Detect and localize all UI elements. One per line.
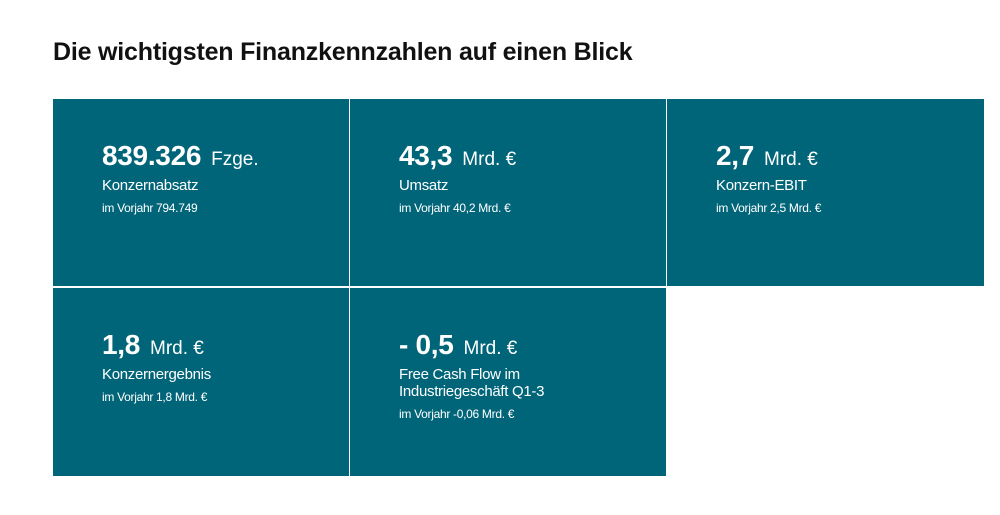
kpi-previous-year: im Vorjahr 794.749 bbox=[102, 201, 198, 215]
kpi-value: 2,7 bbox=[716, 140, 755, 171]
kpi-label: Free Cash Flow im Industriegeschäft Q1-3 bbox=[399, 366, 545, 400]
page-title: Die wichtigsten Finanzkennzahlen auf ein… bbox=[53, 38, 633, 66]
empty-cell bbox=[667, 288, 984, 476]
kpi-label: Konzernabsatz bbox=[102, 177, 199, 194]
kpi-tile-konzernergebnis: 1,8 Mrd. € Konzernergebnis im Vorjahr 1,… bbox=[53, 288, 349, 476]
kpi-previous-year: im Vorjahr 2,5 Mrd. € bbox=[716, 201, 822, 215]
kpi-tile-konzernabsatz: 839.326 Fzge. Konzernabsatz im Vorjahr 7… bbox=[53, 99, 349, 286]
kpi-unit: Mrd. € bbox=[764, 149, 818, 170]
kpi-unit: Mrd. € bbox=[150, 338, 204, 359]
kpi-tile-konzern-ebit: 2,7 Mrd. € Konzern-EBIT im Vorjahr 2,5 M… bbox=[667, 99, 984, 286]
kpi-unit: Mrd. € bbox=[463, 338, 518, 359]
kpi-label: Umsatz bbox=[399, 177, 449, 194]
kpi-value: - 0,5 bbox=[399, 329, 454, 360]
kpi-previous-year: im Vorjahr 1,8 Mrd. € bbox=[102, 390, 208, 404]
kpi-previous-year: im Vorjahr 40,2 Mrd. € bbox=[399, 201, 511, 215]
kpi-label: Konzern-EBIT bbox=[716, 177, 807, 194]
kpi-tile-free-cash-flow: - 0,5 Mrd. € Free Cash Flow im Industrie… bbox=[350, 288, 666, 476]
kpi-tile-umsatz: 43,3 Mrd. € Umsatz im Vorjahr 40,2 Mrd. … bbox=[350, 99, 666, 286]
kpi-value: 1,8 bbox=[102, 329, 141, 360]
kpi-value: 839.326 bbox=[102, 140, 202, 171]
kpi-label: Konzernergebnis bbox=[102, 366, 211, 383]
kpi-unit: Mrd. € bbox=[462, 149, 517, 170]
kpi-previous-year: im Vorjahr -0,06 Mrd. € bbox=[399, 407, 515, 421]
kpi-value: 43,3 bbox=[399, 140, 453, 171]
kpi-grid: 839.326 Fzge. Konzernabsatz im Vorjahr 7… bbox=[53, 99, 984, 476]
kpi-unit: Fzge. bbox=[211, 149, 259, 170]
